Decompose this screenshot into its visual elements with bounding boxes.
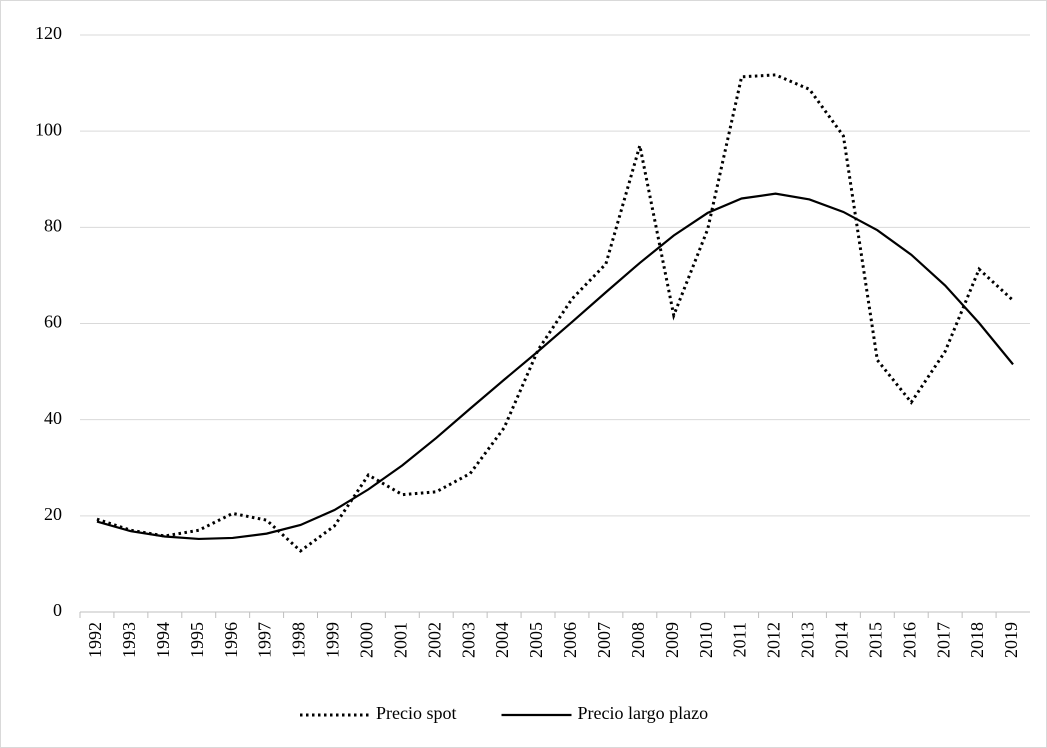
x-tick-label: 1995 (187, 622, 207, 658)
x-tick-label: 2008 (628, 622, 648, 658)
legend-label: Precio largo plazo (578, 703, 709, 723)
x-tick-label: 1998 (289, 622, 309, 658)
x-tick-label: 2007 (594, 622, 614, 658)
x-tick-label: 2003 (458, 622, 478, 658)
x-tick-label: 2001 (390, 622, 410, 658)
y-tick-label: 80 (44, 215, 62, 235)
x-tick-label: 2019 (1001, 622, 1021, 658)
x-tick-label: 1992 (85, 622, 105, 658)
x-tick-label: 2002 (424, 622, 444, 658)
legend-label: Precio spot (376, 703, 457, 723)
series-line (96, 73, 1015, 553)
x-tick-label: 2016 (899, 622, 919, 658)
x-tick-label: 2000 (357, 622, 377, 658)
x-tick-label: 2014 (832, 622, 852, 658)
x-tick-label: 1997 (255, 622, 275, 658)
x-tick-label: 1999 (323, 622, 343, 658)
y-tick-label: 20 (44, 504, 62, 524)
x-tick-label: 2018 (967, 622, 987, 658)
x-tick-label: 2005 (526, 622, 546, 658)
x-tick-label: 2017 (933, 622, 953, 658)
x-tick-label: 2006 (560, 622, 580, 658)
x-tick-label: 2009 (662, 622, 682, 658)
y-tick-label: 60 (44, 312, 62, 332)
series-line (96, 192, 1014, 541)
x-tick-label: 2013 (798, 622, 818, 658)
x-tick-label: 1994 (153, 622, 173, 658)
x-tick-label: 2012 (764, 622, 784, 658)
x-tick-label: 2010 (696, 622, 716, 658)
x-tick-label: 2004 (492, 622, 512, 658)
x-tick-label: 2015 (865, 622, 885, 658)
x-tick-label: 1996 (221, 622, 241, 658)
x-tick-label: 1993 (119, 622, 139, 658)
y-tick-label: 120 (35, 23, 62, 43)
x-tick-label: 2011 (730, 622, 750, 657)
y-tick-label: 40 (44, 408, 62, 428)
y-tick-label: 0 (53, 600, 62, 620)
y-tick-label: 100 (35, 119, 62, 139)
